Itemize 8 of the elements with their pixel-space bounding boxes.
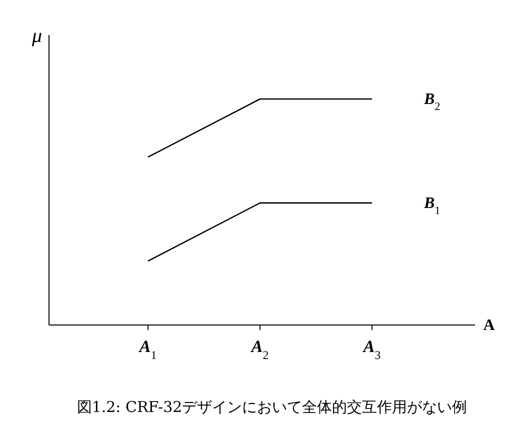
text: B$_{2}$ — [423, 91, 440, 113]
y-axis-title: μ — [30, 25, 42, 47]
x-axis-title: A — [483, 317, 496, 334]
text: B$_{1}$ — [423, 194, 440, 217]
x-tick-label: A$_{3}$ — [362, 337, 381, 362]
caption: 図1.2: CRF-32デザインにおいて全体的交互作用がない例 — [76, 398, 468, 416]
x-tick-label: A$_{2}$ — [250, 337, 269, 362]
x-tick-label: A$_{1}$ — [138, 337, 157, 362]
